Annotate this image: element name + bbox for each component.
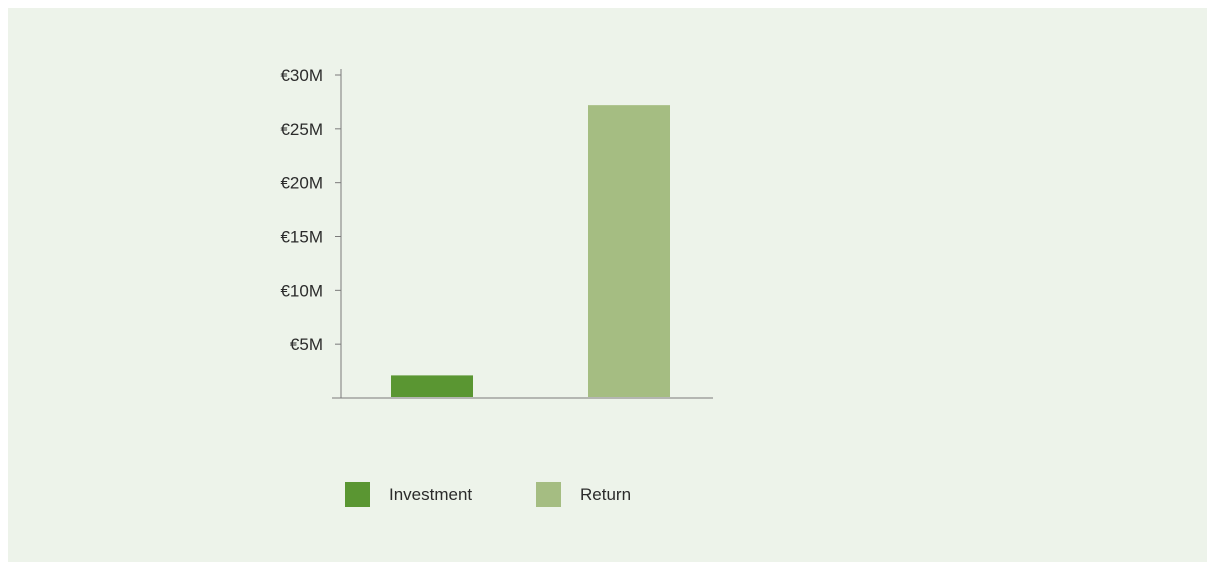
y-tick-label: €15M (280, 228, 323, 247)
bar-return (588, 105, 670, 397)
y-tick-label: €5M (290, 335, 323, 354)
legend-label: Return (580, 485, 631, 504)
y-tick-label: €25M (280, 120, 323, 139)
legend-swatch (345, 482, 370, 507)
y-tick-label: €10M (280, 281, 323, 300)
bar-investment (391, 375, 473, 397)
legend-label: Investment (389, 485, 472, 504)
y-axis: €5M €10M €15M €20M €25M €30M (280, 66, 342, 398)
legend-swatch (536, 482, 561, 507)
bars (391, 105, 670, 397)
legend: Investment Return (345, 482, 631, 507)
y-tick-label: €20M (280, 174, 323, 193)
y-tick-label: €30M (280, 66, 323, 85)
